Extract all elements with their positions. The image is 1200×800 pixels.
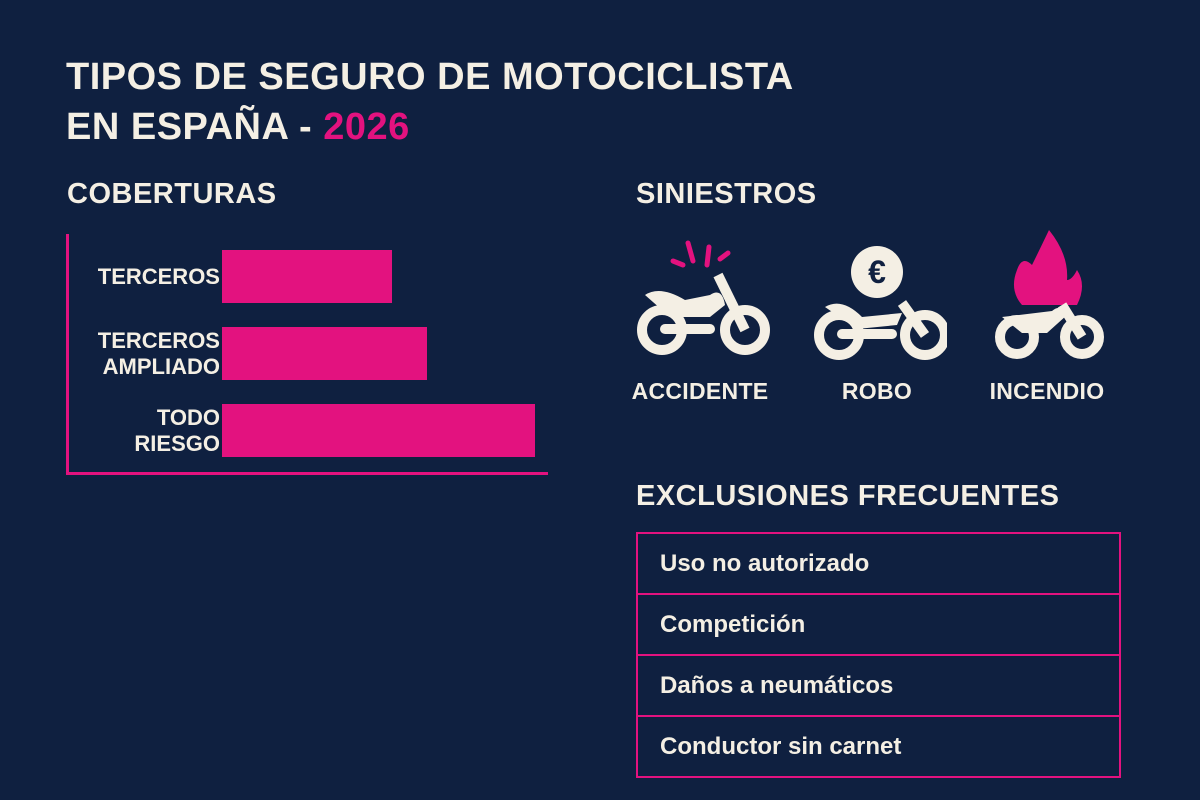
coverage-bar xyxy=(222,250,392,303)
exclusion-row: Daños a neumáticos xyxy=(638,654,1119,715)
exclusions-heading: EXCLUSIONES FRECUENTES xyxy=(636,480,1060,512)
coverage-label: TERCEROS xyxy=(70,264,220,290)
exclusions-table: Uso no autorizado Competición Daños a ne… xyxy=(636,532,1121,778)
coverage-bar xyxy=(222,404,535,457)
title-line-2: EN ESPAÑA - 2026 xyxy=(66,102,794,152)
title-text: EN ESPAÑA - xyxy=(66,106,324,148)
exclusion-row: Competición xyxy=(638,593,1119,654)
coverage-row: TODO RIESGO xyxy=(70,404,550,458)
motorcycle-euro-icon: € xyxy=(814,246,947,360)
chart-x-axis xyxy=(66,472,548,475)
euro-symbol: € xyxy=(868,254,886,290)
exclusion-row: Conductor sin carnet xyxy=(638,715,1119,776)
coverage-row: TERCEROS AMPLIADO xyxy=(70,327,550,381)
coverage-heading: COBERTURAS xyxy=(67,178,277,210)
claim-robo: € ROBO xyxy=(802,225,952,405)
motorcycle-crash-icon xyxy=(637,240,770,355)
motorcycle-fire-icon xyxy=(995,230,1104,359)
claim-label: ACCIDENTE xyxy=(631,378,769,404)
coverage-label-line: AMPLIADO xyxy=(102,354,220,379)
title-year: 2026 xyxy=(323,106,410,148)
coverage-label: TERCEROS AMPLIADO xyxy=(70,328,220,380)
claim-label: INCENDIO xyxy=(989,378,1105,404)
coverage-bar xyxy=(222,327,428,380)
chart-y-axis xyxy=(66,234,69,474)
exclusion-row: Uso no autorizado xyxy=(660,550,870,577)
page-title: TIPOS DE SEGURO DE MOTOCICLISTA EN ESPAÑ… xyxy=(66,52,794,152)
claim-incendio: INCENDIO xyxy=(972,225,1122,405)
coverage-label-line: TODO xyxy=(156,405,220,430)
coverage-label-line: TERCEROS xyxy=(97,328,220,353)
coverage-label-line: RIESGO xyxy=(134,431,220,456)
coverage-label: TODO RIESGO xyxy=(70,405,220,457)
coverage-row: TERCEROS xyxy=(70,250,550,304)
claim-accidente: ACCIDENTE xyxy=(625,225,775,405)
claim-label: ROBO xyxy=(841,378,913,404)
coverage-label-line: TERCEROS xyxy=(97,264,220,289)
title-line-1: TIPOS DE SEGURO DE MOTOCICLISTA xyxy=(66,56,794,98)
claims-heading: SINIESTROS xyxy=(636,178,817,210)
